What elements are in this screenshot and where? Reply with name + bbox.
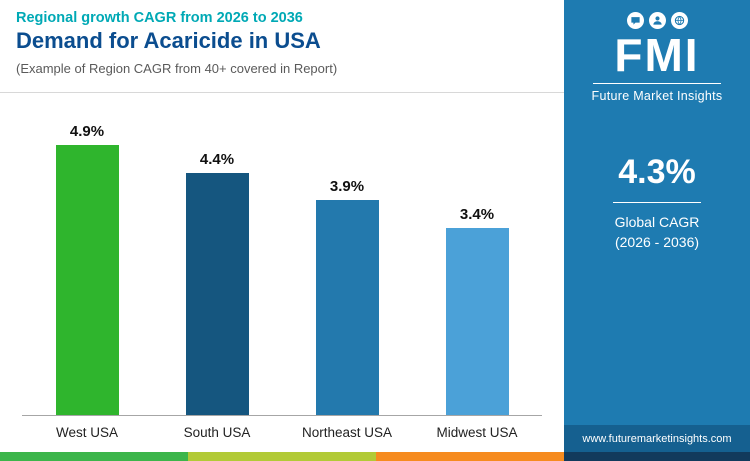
global-cagr-value: 4.3% [618,153,696,191]
footer-strip-segment [376,452,564,461]
global-cagr-label-line1: Global CAGR [614,214,700,230]
globe-icon [670,12,688,29]
labels-row: West USA South USA Northeast USA Midwest US… [22,425,542,440]
logo-icons-row [564,12,750,29]
bar [185,173,249,415]
chart-note: (Example of Region CAGR from 40+ covered… [16,61,338,76]
footer-strip-segment [188,452,376,461]
category-label: Northeast USA [301,425,393,440]
sidebar: FMI Future Market Insights 4.3% Global C… [564,0,750,452]
chart-subtitle: Regional growth CAGR from 2026 to 2036 [16,10,303,26]
global-cagr-block: 4.3% Global CAGR (2026 - 2036) [564,153,750,252]
global-cagr-label: Global CAGR (2026 - 2036) [564,213,750,252]
website-band: www.futuremarketinsights.com [564,425,750,452]
logo-text: FMI [614,29,700,81]
bar [55,145,119,415]
bar-value-label: 4.9% [69,123,105,140]
fmi-logo: FMI Future Market Insights [564,12,750,103]
chat-icon [626,12,644,29]
bar-column: 3.9% [309,178,385,415]
cagr-divider [613,202,701,203]
footer-strip-segment [0,452,188,461]
bar-value-label: 4.4% [199,151,235,168]
logo-underline [593,83,721,84]
bar-column: 4.9% [49,123,125,415]
category-label: Midwest USA [436,425,518,440]
website-link[interactable]: www.futuremarketinsights.com [582,432,732,445]
bar-value-label: 3.4% [459,206,495,223]
bar-column: 3.4% [439,206,515,415]
header-divider [0,92,564,93]
bars-row: 4.9% 4.4% 3.9% 3.4% [22,100,542,416]
bar-column: 4.4% [179,151,255,415]
person-icon [648,12,666,29]
chart-title: Demand for Acaricide in USA [16,28,321,53]
brand-name: Future Market Insights [591,89,723,103]
header: Regional growth CAGR from 2026 to 2036 D… [16,10,337,76]
global-cagr-label-line2: (2026 - 2036) [614,233,700,250]
bar [315,200,379,415]
bar-chart: 4.9% 4.4% 3.9% 3.4% West USA South USA Northe… [0,100,564,440]
bar-value-label: 3.9% [329,178,365,195]
category-label: West USA [55,425,118,440]
footer-color-strip [0,452,750,461]
footer-strip-segment [564,452,750,461]
bar [445,228,509,415]
category-label: South USA [183,425,251,440]
